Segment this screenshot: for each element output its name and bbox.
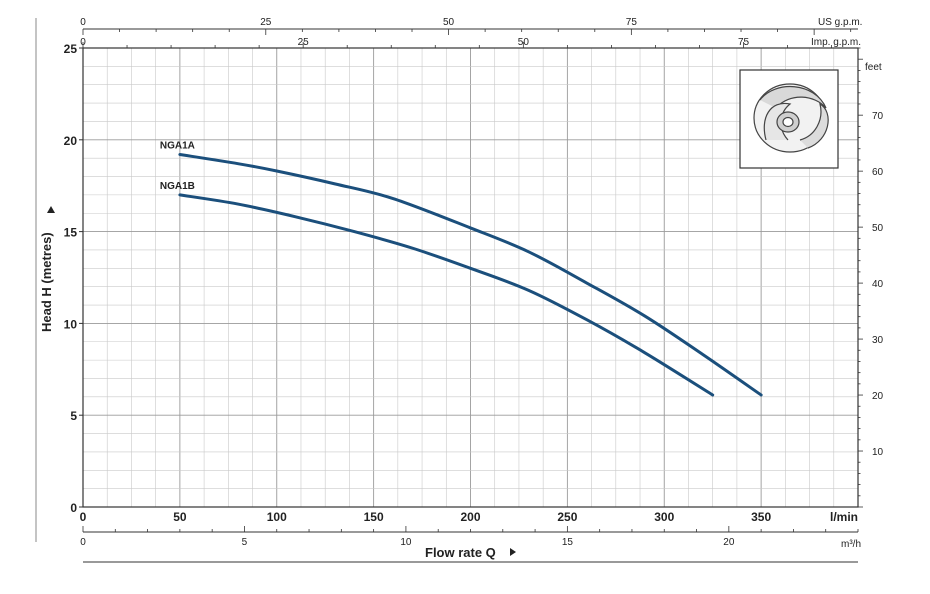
axis-tick-label: 0 (80, 37, 86, 48)
feet-unit-label: feet (865, 62, 882, 73)
y-axis-ticks: 0 5 10 15 20 25 (64, 42, 83, 515)
y-tick-label: 15 (64, 226, 78, 240)
y-tick-label: 25 (64, 42, 78, 56)
x-axis-arrow-icon (510, 548, 516, 556)
grid (83, 48, 858, 507)
axis-tick-label: 25 (260, 17, 272, 28)
x-tick-label: 150 (364, 510, 384, 524)
x-unit-label: l/min (830, 510, 858, 524)
feet-tick-label: 30 (872, 335, 884, 346)
y-tick-label: 20 (64, 134, 78, 148)
y-tick-label: 10 (64, 317, 78, 331)
us-gpm-axis-ticks: 0 25 50 75 (80, 17, 852, 35)
axis-tick-label: 75 (738, 37, 750, 48)
axis-tick-label: 50 (443, 17, 455, 28)
feet-tick-label: 40 (872, 279, 884, 290)
impeller-inset (739, 69, 839, 169)
x-tick-label: 100 (267, 510, 287, 524)
x-axis-ticks: 0 50 100 150 200 250 300 350 (80, 510, 772, 524)
series-label-nga1a: NGA1A (160, 140, 195, 151)
axis-tick-label: 0 (80, 537, 86, 548)
feet-tick-label: 20 (872, 391, 884, 402)
axis-tick-label: 20 (723, 537, 735, 548)
series-label-nga1b: NGA1B (160, 181, 195, 192)
axis-tick-label: 50 (518, 37, 530, 48)
feet-tick-label: 70 (872, 111, 884, 122)
feet-tick-label: 50 (872, 223, 884, 234)
x-tick-label: 250 (557, 510, 577, 524)
series-line-nga1a (178, 152, 763, 397)
impeller-icon (753, 83, 829, 153)
feet-tick-label: 10 (872, 447, 884, 458)
series-group: NGA1A NGA1B (160, 140, 763, 397)
x-tick-label: 0 (80, 510, 87, 524)
axis-tick-label: 75 (626, 17, 638, 28)
feet-axis-ticks: 10 20 30 40 50 60 70 (858, 47, 884, 508)
x-tick-label: 200 (460, 510, 480, 524)
x-tick-label: 350 (751, 510, 771, 524)
y-tick-label: 0 (70, 501, 77, 515)
axis-tick-label: 0 (80, 17, 86, 28)
axis-tick-label: 5 (242, 537, 248, 548)
m3h-unit-label: m³/h (841, 539, 861, 550)
plot-frame (82, 47, 859, 508)
axis-tick-label: 10 (400, 537, 412, 548)
x-tick-label: 300 (654, 510, 674, 524)
imp-gpm-unit-label: Imp. g.p.m. (811, 37, 861, 48)
series-line-nga1b (178, 193, 715, 397)
x-axis-title: Flow rate Q (425, 545, 496, 560)
feet-tick-label: 60 (872, 167, 884, 178)
y-axis-arrow-icon (47, 206, 55, 213)
y-tick-label: 5 (70, 409, 77, 423)
x-tick-label: 50 (173, 510, 187, 524)
us-gpm-unit-label: US g.p.m. (818, 17, 862, 28)
axis-tick-label: 25 (298, 37, 310, 48)
y-axis-title: Head H (metres) (39, 232, 54, 332)
axis-tick-label: 15 (562, 537, 574, 548)
imp-gpm-axis-ticks: 0 25 50 75 (80, 37, 832, 48)
